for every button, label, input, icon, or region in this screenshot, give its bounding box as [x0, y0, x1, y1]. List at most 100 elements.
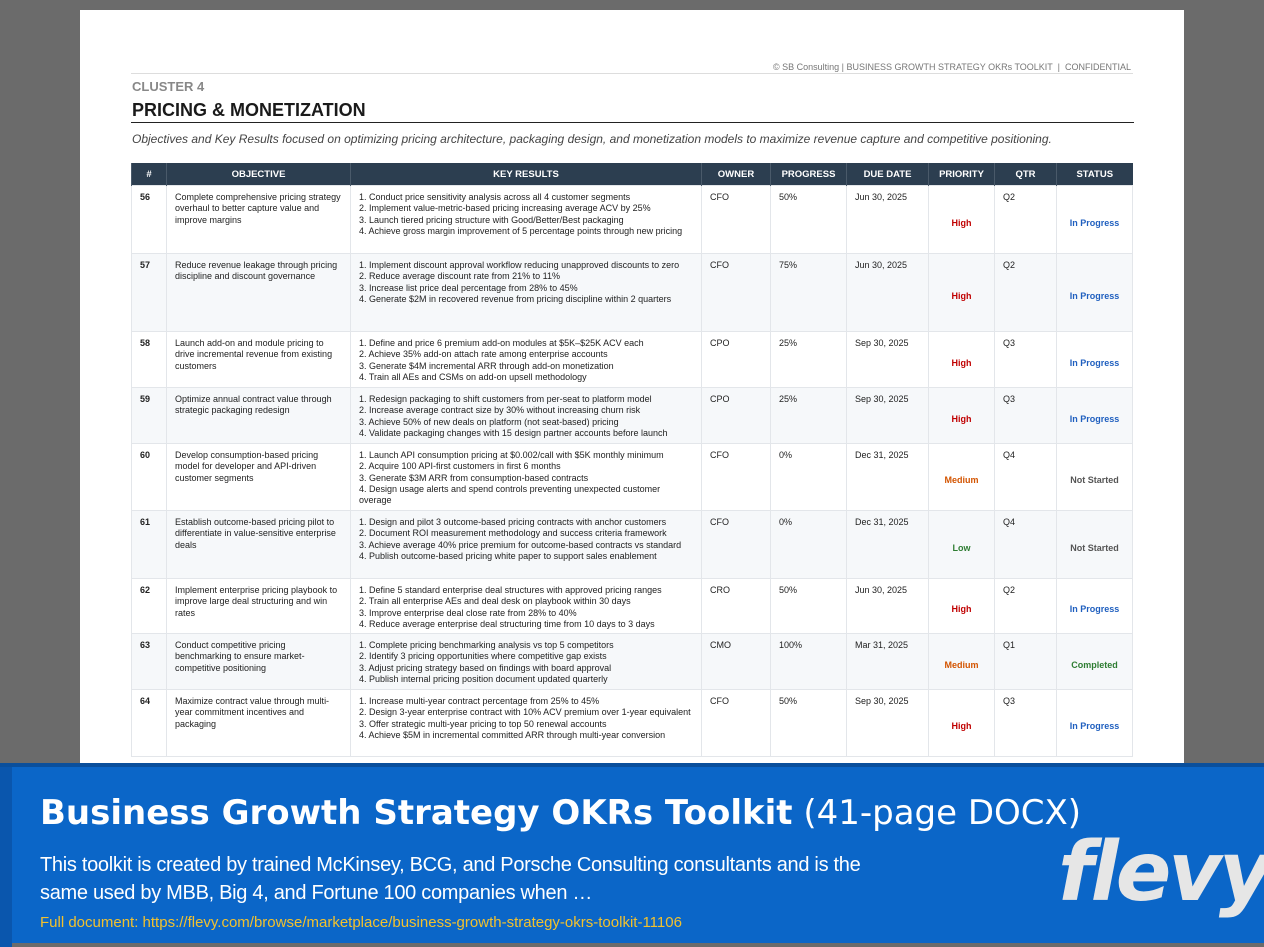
section-title: PRICING & MONETIZATION	[132, 100, 366, 120]
priority: Medium	[928, 633, 995, 690]
key-result: 1. Define 5 standard enterprise deal str…	[359, 585, 662, 595]
key-result: 1. Complete pricing benchmarking analysi…	[359, 640, 614, 650]
priority: High	[928, 331, 995, 388]
key-result: 4. Validate packaging changes with 15 de…	[359, 427, 668, 438]
due-date: Dec 31, 2025	[846, 443, 929, 511]
owner: CFO	[701, 510, 771, 579]
quarter: Q2	[994, 578, 1057, 634]
key-result: 3. Achieve 50% of new deals on platform …	[359, 416, 619, 427]
key-result: 3. Adjust pricing strategy based on find…	[359, 662, 612, 673]
banner-accent	[0, 767, 12, 947]
progress: 100%	[770, 633, 847, 690]
key-result: 2. Achieve 35% add-on attach rate among …	[359, 349, 608, 360]
key-results: 1. Design and pilot 3 outcome-based pric…	[350, 510, 702, 579]
logo: flevy	[1058, 825, 1264, 920]
due-date: Dec 31, 2025	[846, 510, 929, 579]
key-result: 1. Design and pilot 3 outcome-based pric…	[359, 517, 667, 527]
key-results: 1. Define and price 6 premium add-on mod…	[350, 331, 702, 388]
status: In Progress	[1056, 578, 1133, 634]
row-number: 60	[131, 443, 167, 511]
row-number: 57	[131, 253, 167, 332]
owner: CPO	[701, 331, 771, 388]
key-result: 3. Generate $3M ARR from consumption-bas…	[359, 472, 589, 483]
due-date: Mar 31, 2025	[846, 633, 929, 690]
column-header: OWNER	[701, 163, 771, 186]
status: In Progress	[1056, 253, 1133, 332]
objective: Establish outcome-based pricing pilot to…	[166, 510, 351, 579]
key-result: 3. Improve enterprise deal close rate fr…	[359, 607, 577, 618]
header-row: # OBJECTIVE KEY RESULTS OWNER PROGRESS DUE DA…	[131, 163, 1133, 186]
row-number: 62	[131, 578, 167, 634]
divider	[131, 73, 1133, 74]
key-result: 4. Reduce average enterprise deal struct…	[359, 618, 655, 629]
key-result: 1. Define and price 6 premium add-on mod…	[359, 338, 644, 348]
priority: High	[928, 578, 995, 634]
progress: 50%	[770, 578, 847, 634]
table-body: 56 Complete comprehensive pricing strateg…	[131, 185, 1133, 757]
quarter: Q3	[994, 331, 1057, 388]
priority: High	[928, 253, 995, 332]
status: Completed	[1056, 633, 1133, 690]
document-page: © SB Consulting | BUSINESS GROWTH STRATE…	[80, 10, 1184, 763]
key-results: 1. Redesign packaging to shift customers…	[350, 387, 702, 444]
table-row: 59 Optimize annual contract value through…	[131, 387, 1133, 444]
row-number: 59	[131, 387, 167, 444]
priority: Low	[928, 510, 995, 579]
row-number: 64	[131, 689, 167, 757]
owner: CFO	[701, 443, 771, 511]
due-date: Sep 30, 2025	[846, 689, 929, 757]
objective: Complete comprehensive pricing strategy …	[166, 185, 351, 254]
due-date: Jun 30, 2025	[846, 185, 929, 254]
quarter: Q1	[994, 633, 1057, 690]
cluster-label: CLUSTER 4	[132, 79, 205, 94]
table-row: 62 Implement enterprise pricing playbook …	[131, 578, 1133, 634]
progress: 0%	[770, 443, 847, 511]
column-header: DUE DATE	[846, 163, 929, 186]
objective: Reduce revenue leakage through pricing d…	[166, 253, 351, 332]
progress: 50%	[770, 689, 847, 757]
priority: High	[928, 185, 995, 254]
row-number: 61	[131, 510, 167, 579]
document-link[interactable]: Full document: https://flevy.com/browse/…	[40, 914, 682, 931]
key-result: 4. Design usage alerts and spend control…	[359, 483, 661, 506]
column-header: #	[131, 163, 167, 186]
key-results: 1. Implement discount approval workflow …	[350, 253, 702, 332]
key-results: 1. Complete pricing benchmarking analysi…	[350, 633, 702, 690]
key-result: 4. Publish outcome-based pricing white p…	[359, 550, 657, 561]
key-result: 2. Design 3-year enterprise contract wit…	[359, 707, 691, 718]
quarter: Q3	[994, 387, 1057, 444]
table-row: 64 Maximize contract value through multi-…	[131, 689, 1133, 757]
key-result: 4. Achieve $5M in incremental committed …	[359, 729, 666, 740]
priority: High	[928, 689, 995, 757]
status: Not Started	[1056, 510, 1133, 579]
key-result: 4. Generate $2M in recovered revenue fro…	[359, 293, 672, 304]
key-result: 2. Acquire 100 API-first customers in fi…	[359, 461, 561, 472]
key-results: 1. Increase multi-year contract percenta…	[350, 689, 702, 757]
key-result: 4. Publish internal pricing position doc…	[359, 673, 608, 684]
okr-table: # OBJECTIVE KEY RESULTS OWNER PROGRESS DUE DA…	[131, 163, 1133, 757]
due-date: Sep 30, 2025	[846, 387, 929, 444]
owner: CMO	[701, 633, 771, 690]
key-result: 1. Increase multi-year contract percenta…	[359, 696, 600, 706]
key-results: 1. Define 5 standard enterprise deal str…	[350, 578, 702, 634]
banner-title: Business Growth Strategy OKRs Toolkit (4…	[40, 793, 1081, 833]
column-header: QTR	[994, 163, 1057, 186]
column-header: PRIORITY	[928, 163, 995, 186]
column-header: OBJECTIVE	[166, 163, 351, 186]
status: Not Started	[1056, 443, 1133, 511]
status: In Progress	[1056, 689, 1133, 757]
key-result: 2. Train all enterprise AEs and deal des…	[359, 596, 631, 607]
owner: CFO	[701, 689, 771, 757]
objective: Develop consumption-based pricing model …	[166, 443, 351, 511]
table-row: 57 Reduce revenue leakage through pricing…	[131, 253, 1133, 332]
key-result: 3. Achieve average 40% price premium for…	[359, 539, 682, 550]
title-format: (41-page DOCX)	[803, 793, 1082, 833]
table-row: 63 Conduct competitive pricing benchmarki…	[131, 633, 1133, 690]
table-row: 60 Develop consumption-based pricing mode…	[131, 443, 1133, 511]
key-results: 1. Conduct price sensitivity analysis ac…	[350, 185, 702, 254]
quarter: Q2	[994, 185, 1057, 254]
row-number: 56	[131, 185, 167, 254]
key-result: 3. Generate $4M incremental ARR through …	[359, 360, 614, 371]
owner: CFO	[701, 253, 771, 332]
